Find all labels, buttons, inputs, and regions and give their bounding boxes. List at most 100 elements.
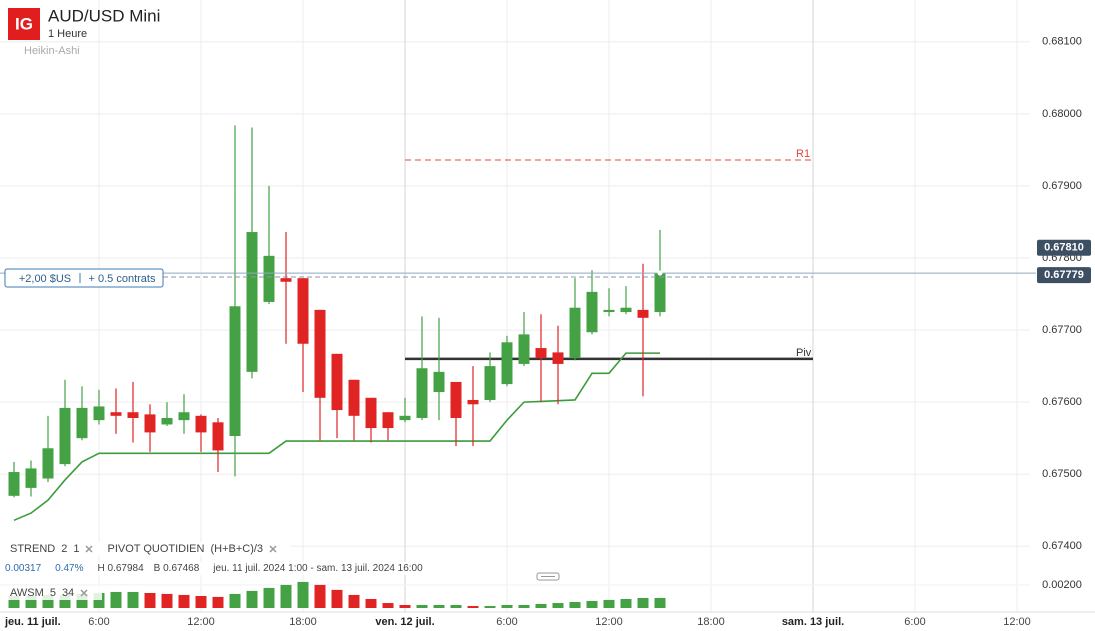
y-tick-label: 0.68000 [1042, 108, 1082, 120]
oscillator-bar [76, 593, 88, 608]
x-tick-label: sam. 13 juil. [782, 616, 844, 628]
oscillator-bar [399, 605, 411, 608]
oscillator-bar [127, 591, 139, 608]
x-tick-label: 12:00 [1003, 616, 1031, 628]
oscillator-name[interactable]: AWSM [10, 587, 44, 599]
candle-body [603, 309, 615, 313]
supertrend-line [13, 352, 660, 522]
price-badge-label: 0.67810 [1044, 242, 1084, 254]
high: H 0.67984 [97, 563, 144, 574]
oscillator-bar [569, 602, 581, 608]
candle-body [348, 379, 360, 416]
oscillator-bar [637, 597, 649, 608]
oscillator-bar [229, 593, 241, 608]
chart-title: AUD/USD Mini [48, 6, 160, 25]
oscillator-bar [178, 594, 190, 608]
oscillator-bar [25, 596, 37, 608]
y-tick-label: 0.67700 [1042, 324, 1082, 336]
candle-body [382, 412, 394, 429]
remove-icon[interactable] [85, 545, 94, 553]
oscillator-bar [246, 590, 258, 608]
oscillator-bar [654, 597, 666, 608]
price-badge [1037, 239, 1091, 256]
oscillator-bar [501, 605, 513, 608]
candle-body [654, 273, 666, 313]
y-tick-label: 0.67400 [1042, 540, 1082, 552]
candle-body [569, 307, 581, 359]
oscillator-bar [535, 603, 547, 608]
oscillator-bar [484, 606, 496, 608]
oscillator-bar [144, 593, 156, 608]
x-tick-label: 12:00 [187, 616, 215, 628]
candle-body [161, 417, 173, 425]
indicator-param: 2 [61, 543, 68, 555]
oscillator-legend: AWSM 5 34 [0, 586, 103, 600]
oscillator-bar [331, 589, 343, 608]
candle-body [484, 366, 496, 400]
candle-body [8, 472, 20, 496]
candle-body [93, 406, 105, 421]
stats-row: 0.00317 0.47% H 0.67984 B 0.67468 jeu. 1… [0, 562, 429, 575]
oscillator-bar [8, 596, 20, 608]
candle-body [365, 397, 377, 429]
candle-body [178, 412, 190, 421]
candle-body [535, 348, 547, 359]
indicator-param: (H+B+C)/3 [210, 543, 264, 555]
remove-icon[interactable] [269, 545, 277, 553]
candle-body [25, 468, 37, 488]
x-tick-label: 6:00 [496, 616, 517, 628]
candle-body [297, 278, 309, 344]
candle-body [263, 255, 275, 302]
oscillator-param: 34 [61, 587, 75, 599]
price-badge [1037, 267, 1091, 284]
x-tick-label: 6:00 [88, 616, 109, 628]
candle-body [416, 368, 428, 418]
chart-style: Heikin-Ashi [24, 45, 80, 57]
position-badge[interactable]: +2,00 $US + 0.5 contrats [4, 268, 164, 288]
x-tick-label: ven. 12 juil. [375, 616, 434, 628]
oscillator-bar [314, 584, 326, 608]
oscillator-bar [59, 594, 71, 608]
oscillator-bar [552, 603, 564, 608]
x-tick-label: jeu. 11 juil. [4, 616, 61, 628]
candle-body [637, 309, 649, 318]
oscillator-bar [348, 594, 360, 608]
indicator-name[interactable]: PIVOT QUOTIDIEN [107, 543, 205, 555]
candle-body [280, 278, 292, 282]
candle-body [501, 342, 513, 385]
date-range: jeu. 11 juil. 2024 1:00 - sam. 13 juil. … [213, 563, 423, 574]
y-tick-label: 0.67900 [1042, 180, 1082, 192]
logo-text: IG [15, 14, 33, 33]
y-tick-label: 0.67600 [1042, 396, 1082, 408]
candle-body [620, 307, 632, 313]
price-badge-label: 0.67779 [1044, 269, 1084, 281]
candle-body [144, 414, 156, 433]
remove-icon[interactable] [80, 589, 88, 597]
candle-body [246, 232, 258, 372]
oscillator-bar [603, 599, 615, 608]
candle-body [314, 309, 326, 398]
pivot-label: R1 [796, 148, 810, 160]
position-pnl: +2,00 $US [19, 273, 71, 285]
last-price-dot [657, 270, 663, 276]
y-tick-label: 0.67500 [1042, 468, 1082, 480]
candle-body [127, 412, 139, 418]
oscillator-bar [110, 591, 122, 608]
indicator-legend: STREND 2 1 PIVOT QUOTIDIEN (H+B+C)/3 [0, 542, 292, 556]
candle-body [110, 412, 122, 416]
oscillator-bar [161, 593, 173, 608]
candle-body [450, 381, 462, 418]
candle-body [586, 291, 598, 333]
indicator-name[interactable]: STREND [10, 543, 56, 555]
oscillator-bar [416, 605, 428, 608]
oscillator-bar [195, 596, 207, 608]
oscillator-bar [42, 594, 54, 608]
oscillator-bar [518, 605, 530, 608]
oscillator-bar [433, 605, 445, 608]
candle-body [331, 353, 343, 411]
interval: 1 Heure [48, 28, 87, 40]
candle-body [399, 415, 411, 421]
